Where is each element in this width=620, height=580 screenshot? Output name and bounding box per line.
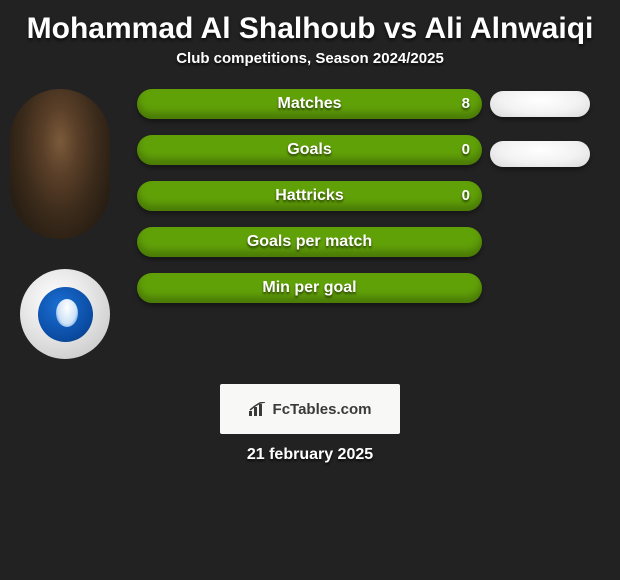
- bar-value: 0: [462, 135, 470, 165]
- bar-value: 0: [462, 181, 470, 211]
- bar-label: Hattricks: [137, 181, 482, 211]
- bar-goals: Goals 0: [137, 135, 482, 165]
- bar-chart-icon: [249, 402, 267, 416]
- brand-badge: FcTables.com: [220, 384, 400, 434]
- bar-matches: Matches 8: [137, 89, 482, 119]
- brand-text: FcTables.com: [273, 401, 372, 418]
- bar-min-per-goal: Min per goal: [137, 273, 482, 303]
- bar-label: Min per goal: [137, 273, 482, 303]
- pill-goals: [490, 141, 590, 167]
- footer-date: 21 february 2025: [0, 446, 620, 464]
- bar-goals-per-match: Goals per match: [137, 227, 482, 257]
- team-logo-inner: [38, 287, 93, 342]
- team-logo: [20, 269, 110, 359]
- page-subtitle: Club competitions, Season 2024/2025: [0, 50, 620, 89]
- bar-label: Matches: [137, 89, 482, 119]
- bar-value: 8: [462, 89, 470, 119]
- bar-label: Goals: [137, 135, 482, 165]
- opponent-pills: [490, 89, 600, 187]
- page-title: Mohammad Al Shalhoub vs Ali Alnwaiqi: [0, 0, 620, 50]
- stat-bars: Matches 8 Goals 0 Hattricks 0 Goals per …: [137, 89, 482, 319]
- player-photo: [10, 89, 110, 239]
- bar-label: Goals per match: [137, 227, 482, 257]
- pill-matches: [490, 91, 590, 117]
- bar-hattricks: Hattricks 0: [137, 181, 482, 211]
